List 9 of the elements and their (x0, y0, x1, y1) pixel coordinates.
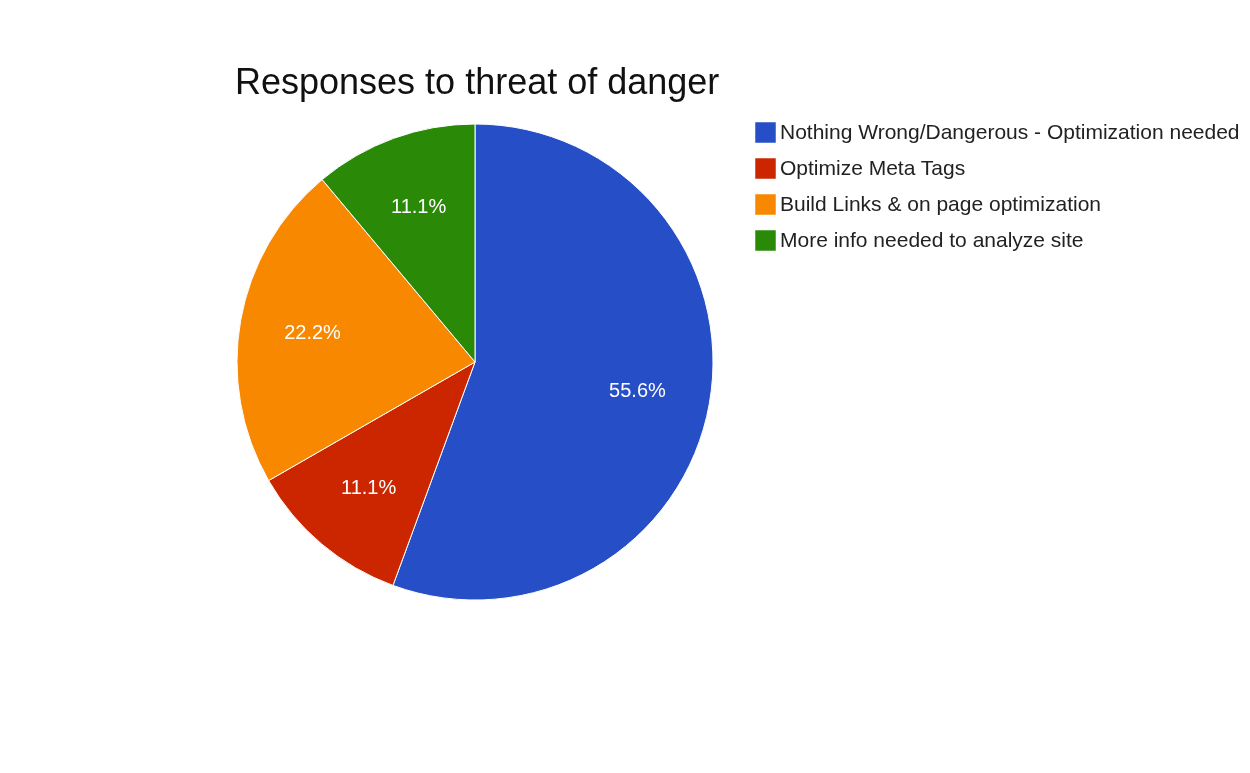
legend-label: Build Links & on page optimization (780, 191, 1102, 215)
data-label: 11.1% (391, 194, 447, 217)
legend-label: More info needed to analyze site (780, 227, 1084, 251)
legend-label: Optimize Meta Tags (780, 155, 966, 179)
data-label: 11.1% (341, 476, 397, 499)
chart-title: Responses to threat of danger (235, 61, 720, 102)
data-label: 55.6% (609, 378, 667, 401)
legend-label: Nothing Wrong/Dangerous - Optimization needed (780, 119, 1240, 143)
data-label: 22.2% (284, 321, 342, 344)
